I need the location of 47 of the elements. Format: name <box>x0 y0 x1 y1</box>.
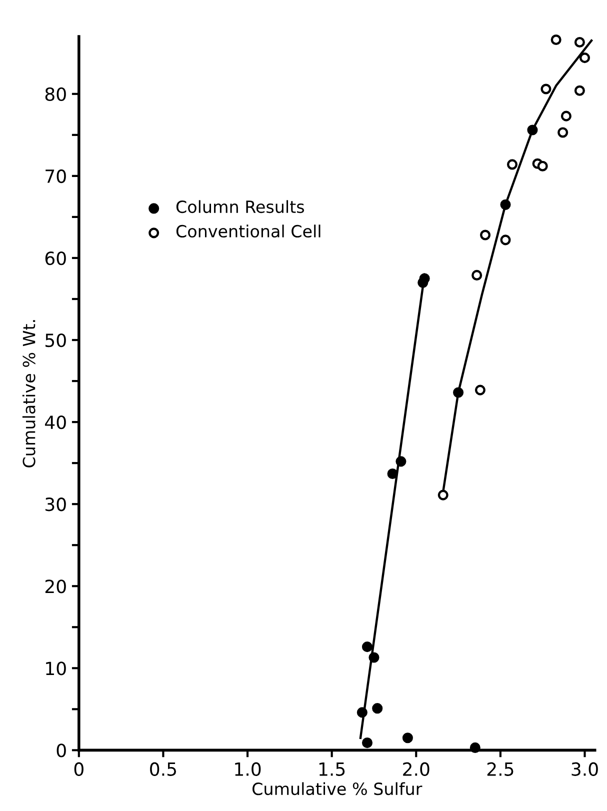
point <box>362 642 373 652</box>
point <box>396 456 406 467</box>
y-axis-title: Cumulative % Wt. <box>22 320 36 468</box>
point <box>558 127 568 138</box>
x-tick-label: 2.5 <box>487 762 514 776</box>
x-tick-label: 1.0 <box>235 762 261 776</box>
legend-label: Column Results <box>176 200 304 214</box>
point <box>500 234 511 246</box>
point <box>537 160 548 172</box>
y-tick-label: 10 <box>46 662 66 676</box>
point <box>500 199 511 210</box>
point <box>368 652 380 663</box>
y-tick-label: 60 <box>45 251 66 266</box>
point <box>372 703 383 714</box>
x-tick-label: 1.5 <box>319 762 345 776</box>
point <box>560 110 572 122</box>
y-tick-label: 40 <box>45 416 66 430</box>
point <box>506 159 518 170</box>
point <box>419 273 430 284</box>
point <box>453 387 464 398</box>
x-axis-title: Cumulative % Sulfur <box>252 782 422 796</box>
point <box>474 384 486 396</box>
point <box>362 738 373 748</box>
point <box>472 270 482 280</box>
y-tick-label: 80 <box>45 87 66 102</box>
point <box>387 468 398 480</box>
x-tick-label: 0.5 <box>150 762 176 776</box>
x-tick-label: 0 <box>74 762 84 776</box>
point <box>550 34 562 46</box>
y-tick-label: 20 <box>45 580 66 594</box>
x-tick-label: 2.0 <box>403 762 430 776</box>
legend-label: Conventional Cell <box>176 224 320 238</box>
y-tick-label: 0 <box>56 744 66 758</box>
point <box>438 490 448 500</box>
point <box>540 84 552 94</box>
point <box>574 85 585 96</box>
point <box>356 707 368 718</box>
y-tick-label: 70 <box>46 169 66 184</box>
point <box>527 124 538 136</box>
y-tick-label: 30 <box>46 498 66 512</box>
point <box>579 52 590 64</box>
point <box>470 742 480 753</box>
point <box>480 230 491 240</box>
x-tick-label: 3.0 <box>572 762 598 776</box>
point <box>402 732 413 744</box>
y-tick-label: 50 <box>46 333 66 348</box>
point <box>574 36 585 48</box>
